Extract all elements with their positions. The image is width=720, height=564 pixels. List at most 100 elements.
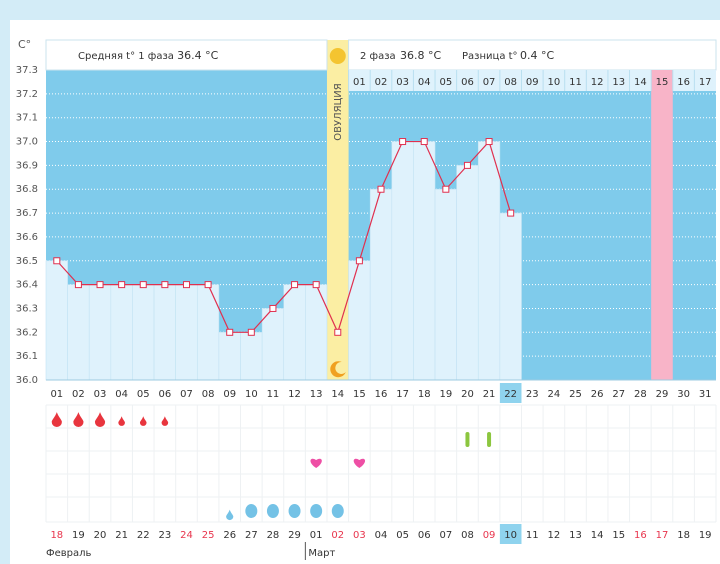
temperature-point[interactable] bbox=[442, 185, 450, 193]
cycle-day-label: 08 bbox=[202, 389, 215, 400]
y-tick-label: 37.0 bbox=[16, 137, 38, 148]
temperature-point[interactable] bbox=[291, 281, 299, 289]
temperature-bar bbox=[391, 141, 414, 381]
temperature-point[interactable] bbox=[139, 281, 147, 289]
y-tick-label: 37.1 bbox=[16, 113, 38, 124]
cycle-day-label: 21 bbox=[483, 389, 496, 400]
cycle-day-label: 01 bbox=[50, 389, 63, 400]
sun-icon bbox=[329, 48, 346, 64]
temperature-bar bbox=[153, 284, 176, 381]
cycle-day-label: 25 bbox=[569, 389, 582, 400]
cycle-day-label: 31 bbox=[699, 389, 712, 400]
y-tick-label: 37.2 bbox=[16, 89, 38, 100]
temperature-bar bbox=[261, 308, 285, 381]
temperature-point[interactable] bbox=[312, 281, 320, 289]
calendar-date-label: 29 bbox=[288, 530, 301, 541]
phase2-header bbox=[348, 39, 717, 71]
cycle-day-label: 20 bbox=[461, 389, 474, 400]
temperature-point[interactable] bbox=[420, 138, 428, 146]
discharge-drop-icon bbox=[310, 504, 323, 518]
temperature-point[interactable] bbox=[204, 281, 212, 289]
highlight-day-column bbox=[651, 70, 673, 380]
phase2-day-label: 13 bbox=[612, 77, 625, 88]
ovulation-label: ОВУЛЯЦИЯ bbox=[333, 83, 344, 141]
menstruation-drop-icon bbox=[118, 416, 125, 426]
y-tick-label: 36.3 bbox=[16, 303, 38, 314]
temperature-point[interactable] bbox=[226, 328, 234, 336]
phase2-day-label: 14 bbox=[634, 77, 647, 88]
phase2-day-row bbox=[348, 70, 716, 91]
temperature-bar bbox=[456, 165, 479, 381]
calendar-date-label: 02 bbox=[331, 530, 344, 541]
calendar-date-label: 18 bbox=[50, 530, 63, 541]
cycle-day-label: 18 bbox=[418, 389, 431, 400]
temperature-point[interactable] bbox=[74, 281, 82, 289]
temperature-bar bbox=[175, 284, 198, 381]
temperature-point[interactable] bbox=[182, 281, 190, 289]
discharge-drop-icon bbox=[331, 504, 344, 518]
calendar-date-label: 15 bbox=[612, 530, 625, 541]
y-tick-label: 36.2 bbox=[16, 327, 38, 338]
discharge-drop-icon bbox=[245, 504, 258, 518]
calendar-date-label: 07 bbox=[439, 530, 452, 541]
phase2-day-label: 17 bbox=[699, 77, 712, 88]
temperature-point[interactable] bbox=[399, 138, 407, 146]
y-tick-label: 36.8 bbox=[16, 184, 38, 195]
temperature-point[interactable] bbox=[334, 328, 342, 336]
calendar-date-label: 16 bbox=[634, 530, 647, 541]
temperature-point[interactable] bbox=[377, 185, 385, 193]
calendar-date-label: 04 bbox=[375, 530, 388, 541]
calendar-date-label: 11 bbox=[526, 530, 539, 541]
temperature-point[interactable] bbox=[118, 281, 126, 289]
calendar-date-label: 13 bbox=[569, 530, 582, 541]
phase2-label: 2 фаза bbox=[360, 51, 396, 62]
y-tick-label: 36.4 bbox=[16, 280, 38, 291]
cycle-day-label: 12 bbox=[288, 389, 301, 400]
calendar-date-label: 23 bbox=[159, 530, 172, 541]
temperature-point[interactable] bbox=[463, 161, 471, 169]
phase2-day-label: 16 bbox=[677, 77, 690, 88]
calendar-date-label: 06 bbox=[418, 530, 431, 541]
temperature-bar bbox=[67, 284, 90, 381]
cycle-day-label: 19 bbox=[439, 389, 452, 400]
temperature-point[interactable] bbox=[269, 304, 277, 312]
cycle-day-label: 10 bbox=[245, 389, 258, 400]
temperature-point[interactable] bbox=[355, 257, 363, 265]
cycle-day-label: 04 bbox=[115, 389, 128, 400]
phase2-day-label: 12 bbox=[591, 77, 604, 88]
cycle-day-label: 17 bbox=[396, 389, 409, 400]
cycle-day-label: 28 bbox=[634, 389, 647, 400]
menstruation-drop-icon bbox=[94, 412, 106, 427]
calendar-date-label: 24 bbox=[180, 530, 193, 541]
temperature-point[interactable] bbox=[53, 257, 61, 265]
calendar-date-label: 03 bbox=[353, 530, 366, 541]
temperature-line bbox=[56, 140, 512, 335]
y-tick-label: 36.9 bbox=[16, 160, 38, 171]
phase2-day-label: 03 bbox=[396, 77, 409, 88]
calendar-date-label: 22 bbox=[137, 530, 150, 541]
y-tick-label: 37.3 bbox=[16, 65, 38, 76]
temperature-point[interactable] bbox=[485, 138, 493, 146]
cycle-day-label: 30 bbox=[677, 389, 690, 400]
cycle-day-label: 05 bbox=[137, 389, 150, 400]
temperature-bar bbox=[348, 260, 371, 381]
phase2-highlight-cell bbox=[651, 70, 673, 91]
temperature-point[interactable] bbox=[247, 328, 255, 336]
y-tick-label: 36.0 bbox=[16, 375, 38, 386]
temperature-bar bbox=[88, 284, 112, 381]
cycle-day-label: 06 bbox=[159, 389, 172, 400]
temperature-point[interactable] bbox=[507, 209, 515, 217]
y-tick-label: 36.7 bbox=[16, 208, 38, 219]
phase2-day-label: 07 bbox=[483, 77, 496, 88]
discharge-drop-icon bbox=[266, 504, 279, 518]
phase2-day-label: 04 bbox=[418, 77, 431, 88]
temperature-bar bbox=[283, 284, 306, 381]
phase2-day-label: 15 bbox=[656, 77, 669, 88]
calendar-date-label: 18 bbox=[677, 530, 690, 541]
cycle-day-label: 07 bbox=[180, 389, 193, 400]
intercourse-heart-icon bbox=[353, 458, 366, 468]
calendar-date-label: 10 bbox=[504, 530, 517, 541]
temperature-point[interactable] bbox=[161, 281, 169, 289]
temperature-point[interactable] bbox=[96, 281, 104, 289]
